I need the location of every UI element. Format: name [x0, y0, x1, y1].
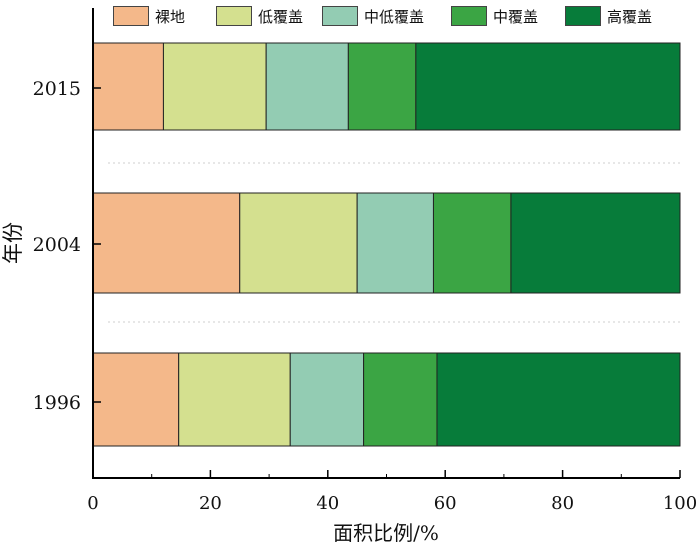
bar-2004-segment-5 — [510, 192, 681, 294]
bar-1996-segment-2 — [178, 352, 291, 447]
x-tick-label: 60 — [434, 493, 457, 514]
legend-swatch — [565, 6, 601, 26]
bar-1996-segment-3 — [289, 352, 365, 447]
x-tick-label: 20 — [199, 493, 222, 514]
legend-swatch — [322, 6, 358, 26]
bar-2015-segment-2 — [162, 42, 267, 131]
legend-item: 裸地 — [113, 4, 185, 28]
bar-2004-segment-1 — [92, 192, 241, 294]
bar-2015-segment-3 — [265, 42, 349, 131]
bar-2004-segment-2 — [239, 192, 358, 294]
bar-2015-segment-1 — [92, 42, 164, 131]
legend-item: 中低覆盖 — [322, 4, 424, 28]
y-axis-label: 年份 — [1, 222, 25, 264]
x-tick-label: 0 — [87, 493, 98, 514]
bar-2004-segment-4 — [432, 192, 512, 294]
y-tick-label: 1996 — [33, 392, 81, 414]
bar-2004-segment-3 — [356, 192, 434, 294]
legend-label: 中低覆盖 — [364, 7, 425, 26]
x-tick-label: 40 — [316, 493, 339, 514]
bars-group — [92, 42, 681, 447]
bar-1996-segment-1 — [92, 352, 180, 447]
legend-swatch — [113, 6, 149, 26]
legend-label: 高覆盖 — [607, 7, 653, 26]
legend-label: 裸地 — [155, 7, 186, 26]
x-axis-label: 面积比例/% — [333, 521, 439, 545]
y-tick-label: 2004 — [33, 234, 81, 256]
legend-swatch — [451, 6, 487, 26]
bar-1996-segment-4 — [363, 352, 438, 447]
bar-2015-segment-5 — [415, 42, 681, 131]
legend-item: 高覆盖 — [565, 4, 652, 28]
y-tick-label: 2015 — [33, 78, 81, 100]
bar-2015-segment-4 — [347, 42, 417, 131]
legend-label: 中覆盖 — [493, 7, 539, 26]
separators-group — [108, 162, 680, 323]
legend-label: 低覆盖 — [258, 7, 304, 26]
y-ticks-group: 2015 2004 1996 — [33, 78, 101, 414]
bar-1996-segment-5 — [436, 352, 681, 447]
x-tick-label: 80 — [551, 493, 574, 514]
legend-item: 中覆盖 — [451, 4, 538, 28]
legend-swatch — [216, 6, 252, 26]
x-tick-label: 100 — [663, 493, 697, 514]
x-ticks-group: 0 20 40 60 80 100 — [87, 470, 697, 514]
legend-item: 低覆盖 — [216, 4, 303, 28]
